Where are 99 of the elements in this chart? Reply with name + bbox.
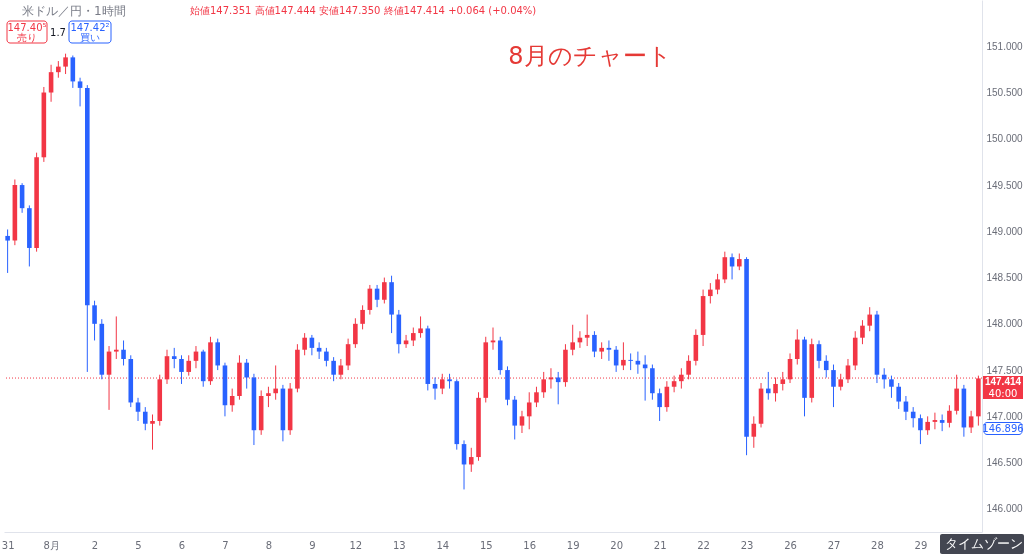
candlestick [541,371,547,399]
y-tick-label: 148.000 [986,318,1024,330]
candlestick [468,447,474,473]
y-tick-label: 149.500 [986,179,1024,191]
candlestick [113,315,119,360]
x-tick-label: 15 [479,539,493,551]
candlestick [555,371,561,405]
candlestick [918,414,923,445]
candlestick [628,352,633,371]
x-tick-label: 9 [309,539,316,551]
x-tick-label: 23 [740,539,754,551]
candlestick [947,404,952,428]
x-tick-label: 28 [871,539,884,551]
annotation: 147.40⁵ [7,22,47,33]
x-tick-label: 20 [610,539,624,551]
x-tick-label: 26 [784,539,797,551]
candlestick [5,228,10,274]
candlestick [77,77,83,107]
candlestick [715,273,720,295]
x-tick-label: 2 [91,539,99,551]
candlestick [360,304,365,330]
y-tick-label: 150.500 [986,87,1024,99]
y-tick-label: 148.500 [986,272,1024,284]
candlestick [324,347,329,367]
candlestick [432,376,438,401]
candlestick [519,410,525,434]
x-tick-label: 21 [653,539,667,551]
x-tick-label: 13 [392,539,406,551]
annotation: 買い [80,32,100,43]
candlestick [925,415,930,436]
annotation: 8月のチャート [508,42,672,70]
candlestick [63,53,68,75]
candlestick [229,388,235,413]
text: 146.896 [982,422,1024,434]
x-tick-label: 22 [697,539,710,551]
text: タイムゾーン [945,536,1023,551]
candlestick [534,386,539,408]
candlestick [382,277,387,304]
candlestick [708,282,713,304]
ref-line-label: 147.414 [984,376,1022,388]
candlestick [411,327,416,347]
candlestick [150,414,155,451]
candlestick [831,364,836,408]
candlestick [121,339,126,366]
y-tick-label: 146.500 [986,457,1024,469]
candlestick [621,341,626,371]
y-tick-label: 147.000 [986,410,1024,422]
candlestick [657,388,662,422]
candlestick [266,386,271,408]
x-tick-label: 14 [436,539,450,551]
candlestick [418,315,423,339]
y-tick-label: 151.000 [986,40,1024,52]
candlestick [867,306,873,332]
annotation: 147.42² [70,22,110,33]
x-tick-label: 29 [914,539,928,551]
candlestick [823,354,829,378]
x-tick-label: 8月 [43,539,60,551]
candlestick [403,334,409,349]
candlestick [316,341,322,360]
candlestick [794,328,800,366]
x-tick-label: 16 [523,539,537,551]
y-tick-label: 146.000 [986,503,1024,515]
x-tick-label: 31 [1,539,15,551]
x-tick-label: 6 [178,539,186,551]
chart-title: 米ドル／円・1時間 [22,4,126,18]
candlestick [215,338,221,371]
y-tick-label: 149.000 [986,225,1024,237]
x-tick-label: 19 [566,539,580,551]
candlestick [765,371,771,401]
candlestick [860,319,865,345]
candlestick [896,382,901,410]
candlestick [635,351,641,375]
candlestick [179,354,184,385]
candlestick [889,375,894,399]
candlestick [526,391,532,430]
annotation: 売り [17,32,37,43]
candlestick [186,354,192,377]
candlestick [331,356,336,382]
candlestick [592,330,597,358]
candlestick [135,397,141,422]
y-tick-label: 147.500 [986,364,1024,376]
candlestick [92,300,97,341]
candlestick [244,358,249,390]
candlestick [171,347,177,369]
x-tick-label: 12 [349,539,363,551]
candlestick [881,367,887,390]
y-tick-label: 150.000 [986,133,1024,145]
x-tick-label: 5 [135,539,142,551]
annotation: 1.7 [50,27,66,38]
candlestick [584,314,590,347]
candlestick [353,317,358,349]
candlestick [570,324,575,356]
candlestick [302,332,307,356]
x-tick-label: 7 [222,539,229,551]
text: 40:00 [988,388,1018,399]
x-tick-label: 27 [827,539,841,551]
chart-subtitle: 始値147.351 高値147.444 安値147.350 終値147.414 +0.064 (+0.04%) [190,5,537,16]
x-tick-label: 8 [265,539,273,551]
candlestick [142,406,148,431]
